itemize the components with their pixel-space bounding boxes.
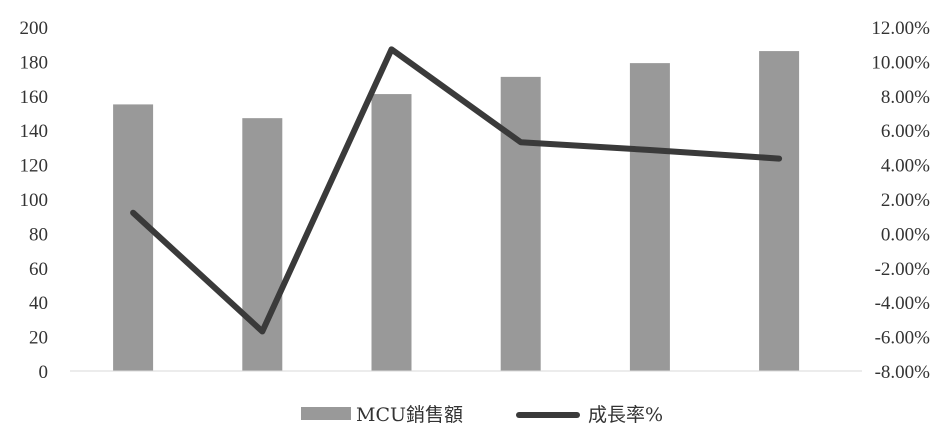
right-tick-label: -6.00% (875, 328, 931, 349)
growth-rate-line (130, 46, 783, 335)
sales-bar (629, 63, 670, 372)
left-axis-ticks: 0 20 40 60 80 100 120 140 160 180 200 (20, 18, 49, 383)
sales-bar (759, 51, 800, 372)
sales-bar (113, 104, 154, 372)
legend: MCU銷售額 成長率% (301, 404, 663, 426)
left-tick-label: 200 (20, 18, 49, 39)
legend-swatch-sales (301, 407, 351, 420)
right-tick-label: 10.00% (871, 52, 930, 73)
sales-bar (371, 94, 412, 371)
left-tick-label: 40 (29, 293, 48, 314)
left-tick-label: 80 (29, 224, 48, 245)
right-tick-label: 6.00% (881, 121, 930, 142)
right-tick-label: 12.00% (871, 18, 930, 39)
legend-label-sales: MCU銷售額 (356, 404, 463, 426)
right-tick-label: 2.00% (881, 190, 930, 211)
left-tick-label: 0 (39, 362, 49, 383)
left-tick-label: 100 (20, 190, 49, 211)
legend-label-growth: 成長率% (588, 404, 663, 426)
right-tick-label: 4.00% (881, 156, 930, 177)
right-tick-label: -4.00% (875, 293, 931, 314)
right-tick-label: 0.00% (881, 224, 930, 245)
left-tick-label: 160 (20, 87, 49, 108)
sales-bar (500, 76, 541, 371)
right-axis-ticks: -8.00% -6.00% -4.00% -2.00% 0.00% 2.00% 4.00% 6… (871, 18, 930, 383)
left-tick-label: 60 (29, 259, 48, 280)
left-tick-label: 20 (29, 328, 48, 349)
sales-bars (113, 51, 800, 372)
left-tick-label: 140 (20, 121, 49, 142)
right-tick-label: -8.00% (875, 362, 931, 383)
left-tick-label: 180 (20, 52, 49, 73)
right-tick-label: -2.00% (875, 259, 931, 280)
right-tick-label: 8.00% (881, 87, 930, 108)
left-tick-label: 120 (20, 156, 49, 177)
